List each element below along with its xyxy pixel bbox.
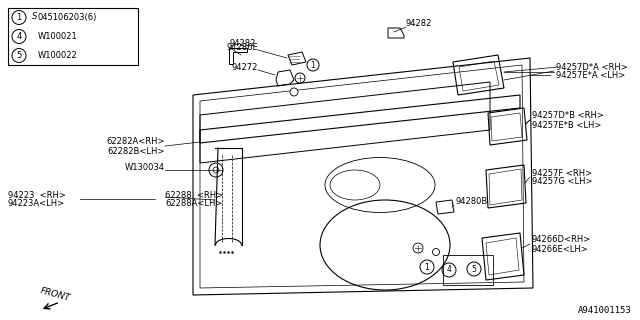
Text: S: S xyxy=(32,12,38,21)
Text: 62282B<LH>: 62282B<LH> xyxy=(108,147,165,156)
Text: 1: 1 xyxy=(17,13,22,22)
Circle shape xyxy=(213,167,219,173)
Circle shape xyxy=(295,73,305,83)
Text: W100021: W100021 xyxy=(38,32,77,41)
Text: 94257D*B <RH>: 94257D*B <RH> xyxy=(532,111,604,121)
Text: 94257F <RH>: 94257F <RH> xyxy=(532,169,592,178)
Circle shape xyxy=(307,59,319,71)
Text: 5: 5 xyxy=(472,265,476,274)
Text: W130034: W130034 xyxy=(125,164,165,172)
Text: 1: 1 xyxy=(424,262,429,271)
Text: 94257E*A <LH>: 94257E*A <LH> xyxy=(556,71,625,81)
Text: 94286E: 94286E xyxy=(227,44,258,52)
Circle shape xyxy=(433,249,440,255)
Text: 94257G <LH>: 94257G <LH> xyxy=(532,178,593,187)
Text: 045106203(6): 045106203(6) xyxy=(38,13,97,22)
Bar xyxy=(8,8,138,65)
Text: FRONT: FRONT xyxy=(39,287,71,303)
Text: 62288  <RH>: 62288 <RH> xyxy=(165,190,223,199)
Text: W100022: W100022 xyxy=(38,51,77,60)
Text: 62282A<RH>: 62282A<RH> xyxy=(106,138,165,147)
Text: 94266D<RH>: 94266D<RH> xyxy=(532,236,591,244)
Bar xyxy=(443,255,493,285)
Text: 94272: 94272 xyxy=(232,63,258,73)
Circle shape xyxy=(209,163,223,177)
Text: 94257D*A <RH>: 94257D*A <RH> xyxy=(556,62,628,71)
Text: 94266E<LH>: 94266E<LH> xyxy=(532,244,589,253)
Circle shape xyxy=(413,243,423,253)
Text: 4: 4 xyxy=(447,266,451,275)
Text: 94280B: 94280B xyxy=(456,197,488,206)
Circle shape xyxy=(467,262,481,276)
Text: 94257E*B <LH>: 94257E*B <LH> xyxy=(532,121,602,130)
Circle shape xyxy=(442,263,456,277)
Text: 1: 1 xyxy=(310,60,316,69)
Text: 94282: 94282 xyxy=(230,38,257,47)
Text: 4: 4 xyxy=(17,32,22,41)
Text: 94223A<LH>: 94223A<LH> xyxy=(8,199,65,209)
Circle shape xyxy=(12,49,26,62)
Text: 62288A<LH>: 62288A<LH> xyxy=(165,199,222,209)
Text: 94282: 94282 xyxy=(406,19,433,28)
Text: A941001153: A941001153 xyxy=(579,306,632,315)
Circle shape xyxy=(12,29,26,44)
Text: 5: 5 xyxy=(17,51,22,60)
Circle shape xyxy=(290,88,298,96)
Circle shape xyxy=(12,11,26,25)
Circle shape xyxy=(420,260,434,274)
Text: 94223  <RH>: 94223 <RH> xyxy=(8,190,66,199)
